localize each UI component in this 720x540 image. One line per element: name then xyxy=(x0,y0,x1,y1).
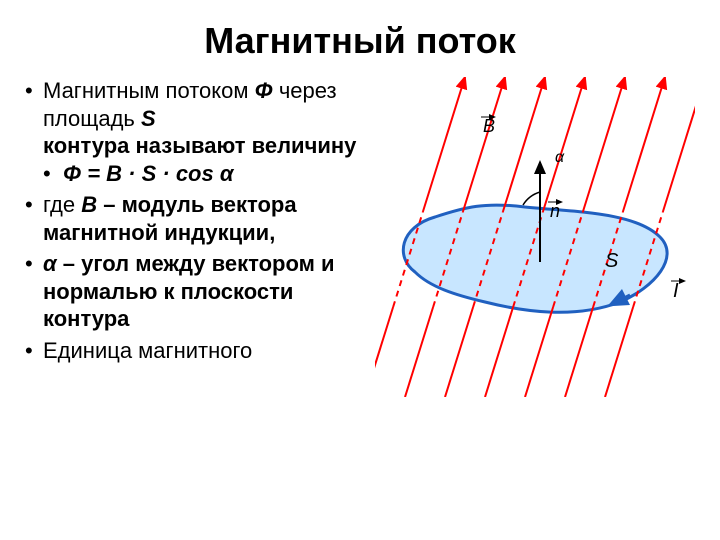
label-S: S xyxy=(605,250,619,272)
diagram-column: B α n S I xyxy=(375,77,695,402)
label-alpha: α xyxy=(555,149,565,166)
bullet-2: где B – модуль вектора магнитной индукци… xyxy=(25,191,375,246)
b1-phi: Φ xyxy=(255,78,273,103)
label-B: B xyxy=(483,116,495,136)
b1-s: S xyxy=(141,106,156,131)
b3-text1: – угол между вектором и нормалью к плоск… xyxy=(43,251,335,331)
label-n: n xyxy=(550,201,560,221)
bullet-1: Магнитным потоком Φ через площадь S конт… xyxy=(25,77,375,187)
label-I: I xyxy=(673,280,679,302)
b4-text: Единица магнитного xyxy=(43,338,252,363)
content-row: Магнитным потоком Φ через площадь S конт… xyxy=(0,77,720,402)
formula: Φ = B · S · cos α xyxy=(63,161,234,186)
b1-text3: контура называют величину xyxy=(43,133,356,158)
b1-text1: Магнитным потоком xyxy=(43,78,249,103)
formula-bullet: Φ = B · S · cos α xyxy=(43,160,375,188)
alpha-arc xyxy=(523,192,540,205)
page-title: Магнитный поток xyxy=(0,0,720,77)
bullet-3: α – угол между вектором и нормалью к пло… xyxy=(25,250,375,333)
b2-text1: где xyxy=(43,192,81,217)
bullet-4: Единица магнитного xyxy=(25,337,375,365)
flux-diagram: B α n S I xyxy=(375,77,695,397)
text-column: Магнитным потоком Φ через площадь S конт… xyxy=(25,77,375,402)
b3-alpha: α xyxy=(43,251,57,276)
b2-b: B xyxy=(81,192,97,217)
